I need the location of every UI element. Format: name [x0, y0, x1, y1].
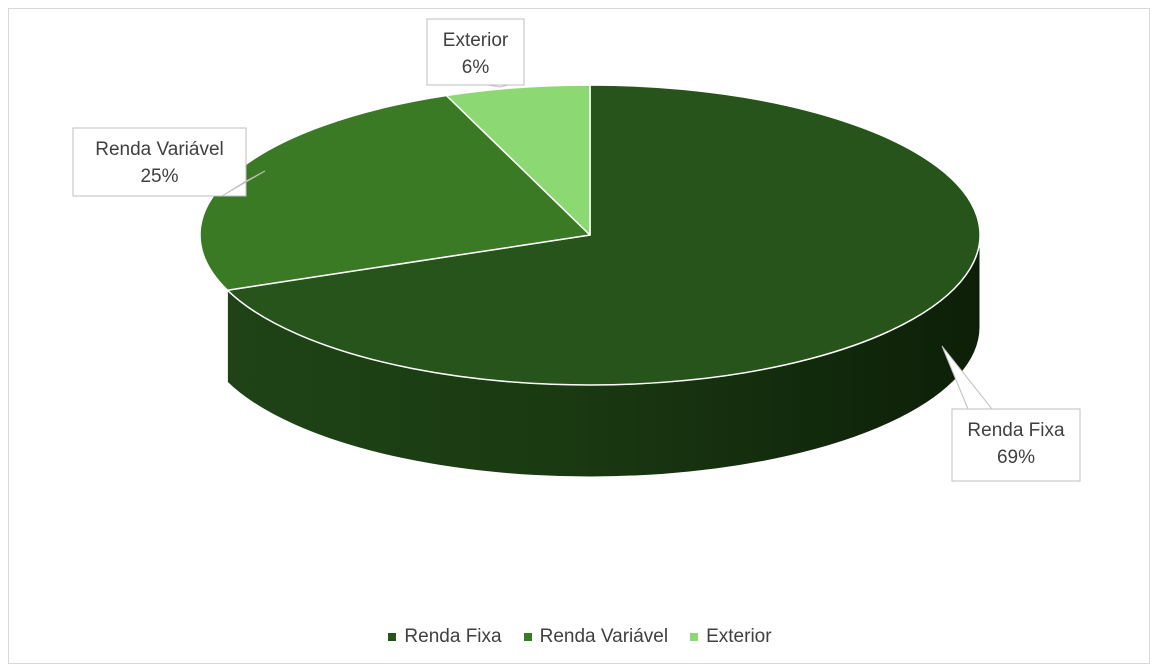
legend-item-exterior: Exterior — [690, 626, 772, 648]
legend-label-exterior: Exterior — [706, 626, 772, 647]
data-label-renda-variavel: Renda Variável 25% — [72, 127, 266, 197]
legend: Renda Fixa Renda Variável Exterior — [0, 626, 1160, 648]
legend-label-renda-fixa: Renda Fixa — [404, 626, 502, 647]
data-label-pointer — [941, 345, 994, 410]
legend-item-renda-fixa: Renda Fixa — [388, 626, 502, 648]
legend-swatch-renda-fixa — [388, 633, 397, 641]
pie-slice-renda-fixa — [226, 84, 981, 386]
legend-item-renda-variavel: Renda Variável — [523, 626, 669, 648]
data-label-box — [426, 18, 525, 86]
data-label-pointer — [221, 170, 266, 197]
legend-label-renda-variavel: Renda Variável — [539, 626, 669, 647]
data-label-pointer — [487, 84, 509, 88]
data-label-value: 25% — [140, 166, 178, 187]
legend-swatch-exterior — [690, 633, 699, 641]
data-label-renda-fixa: Renda Fixa 69% — [941, 345, 1081, 482]
data-label-exterior: Exterior 6% — [426, 18, 525, 88]
data-label-value: 6% — [462, 57, 490, 78]
data-label-value: 69% — [997, 447, 1035, 468]
data-label-category: Renda Variável — [95, 139, 224, 160]
data-label-category: Exterior — [443, 30, 509, 51]
pie-slice-exterior — [445, 84, 591, 236]
data-label-category: Renda Fixa — [967, 420, 1065, 441]
legend-swatch-renda-variavel — [523, 633, 532, 641]
data-label-box — [951, 408, 1081, 482]
data-label-box — [72, 127, 247, 197]
